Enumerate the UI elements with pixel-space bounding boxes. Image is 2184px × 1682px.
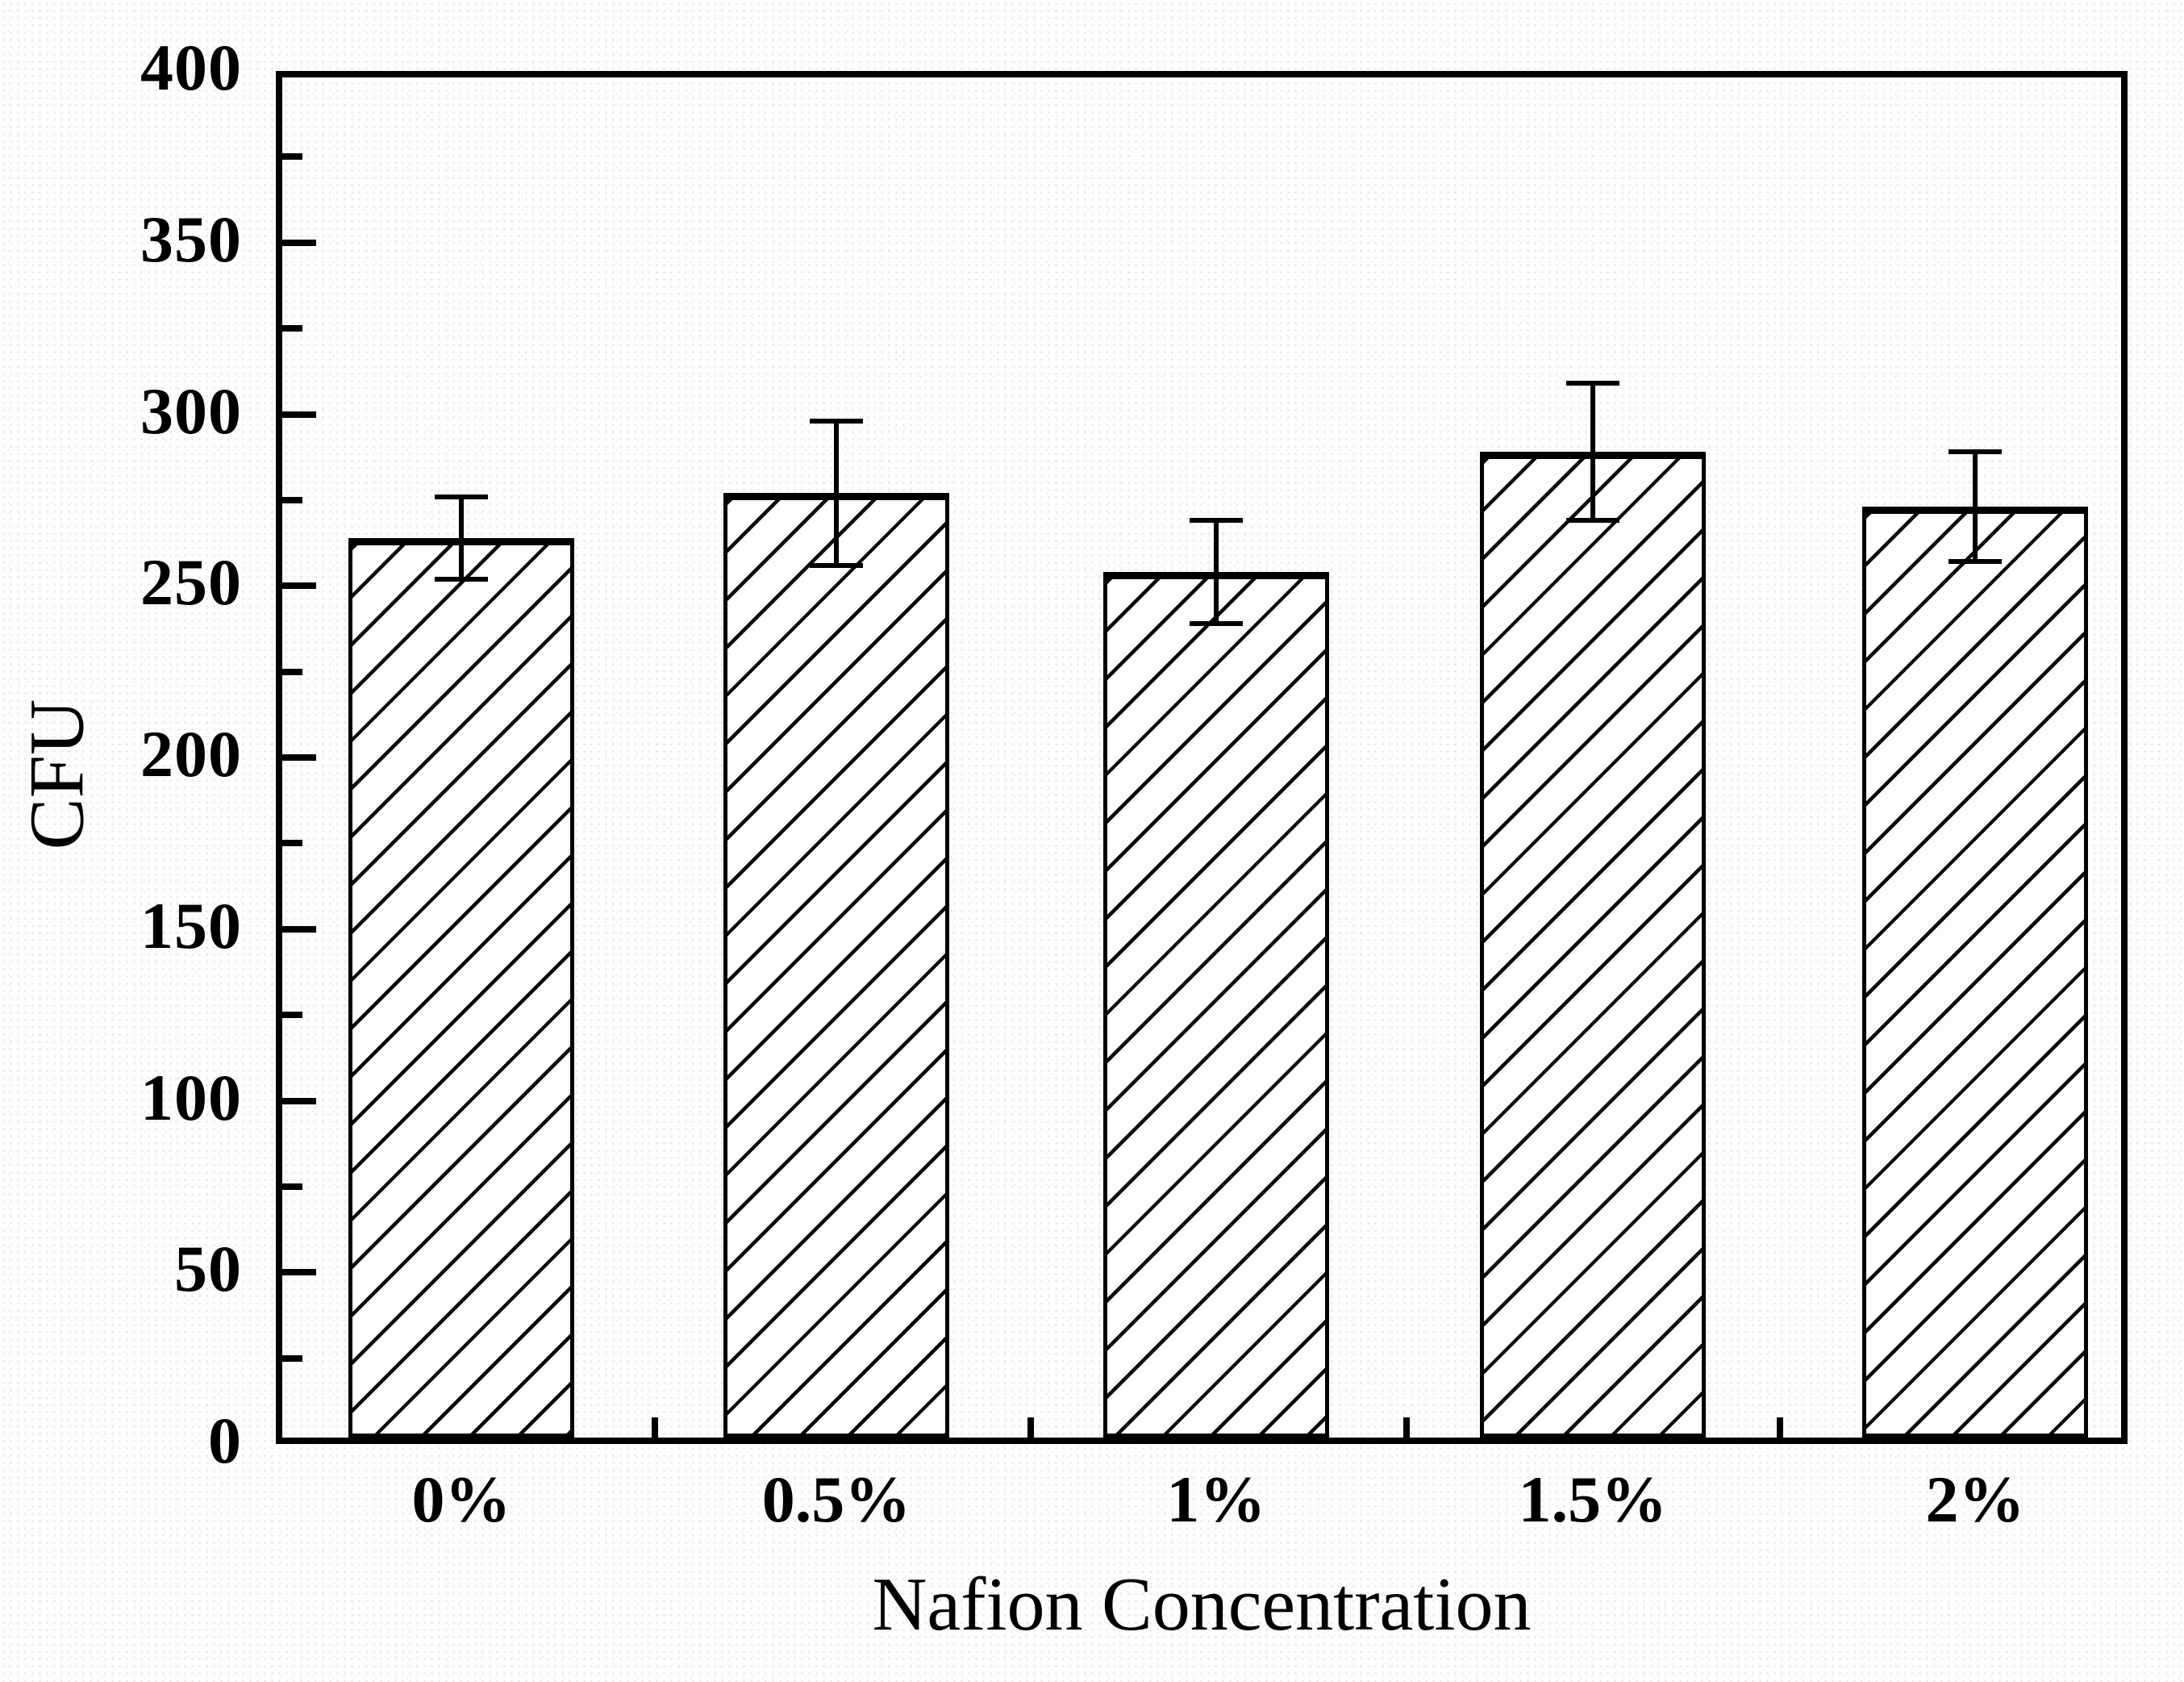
error-cap-top-0.5%: [809, 419, 863, 424]
error-cap-bottom-0.5%: [809, 562, 863, 568]
y-tick-label: 350: [140, 202, 242, 276]
error-cap-top-2%: [1949, 449, 2003, 455]
y-major-tick: [282, 411, 316, 418]
y-minor-tick: [282, 1183, 302, 1190]
y-minor-tick: [282, 325, 302, 332]
y-tick-label: 250: [140, 545, 242, 620]
bar-0%: [348, 537, 575, 1438]
y-minor-tick: [282, 840, 302, 847]
error-bar-0.5%: [833, 421, 839, 566]
y-tick-label: 200: [140, 717, 242, 791]
y-tick-label: 150: [140, 888, 242, 962]
x-minor-tick: [1776, 1417, 1783, 1438]
x-minor-tick: [651, 1417, 658, 1438]
bar-0.5%: [723, 493, 949, 1438]
error-bar-0%: [459, 496, 465, 579]
y-tick-label: 0: [208, 1404, 242, 1478]
error-bar-1.5%: [1590, 383, 1595, 521]
error-cap-bottom-1%: [1189, 621, 1243, 627]
y-axis-title: CFU: [13, 699, 100, 850]
y-minor-tick: [282, 1012, 302, 1019]
x-axis-title: Nafion Concentration: [872, 1563, 1532, 1647]
x-tick-label-1.5%: 1.5%: [1518, 1463, 1668, 1536]
x-tick-label-1%: 1%: [1166, 1463, 1266, 1536]
y-major-tick: [282, 1097, 316, 1104]
y-tick-label: 400: [140, 31, 242, 105]
y-minor-tick: [282, 668, 302, 675]
bar-2%: [1862, 507, 2089, 1438]
error-cap-top-0%: [435, 494, 489, 499]
x-minor-tick: [1027, 1417, 1035, 1438]
y-major-tick: [282, 239, 316, 246]
y-major-tick: [282, 1269, 316, 1276]
y-tick-label: 100: [140, 1060, 242, 1134]
y-major-tick: [282, 754, 316, 761]
x-tick-label-0%: 0%: [411, 1463, 511, 1536]
y-tick-label: 50: [174, 1232, 242, 1306]
error-cap-top-1.5%: [1565, 381, 1619, 386]
error-cap-bottom-1.5%: [1565, 518, 1619, 524]
y-minor-tick: [282, 496, 302, 503]
error-bar-1%: [1213, 520, 1219, 624]
error-cap-top-1%: [1189, 518, 1243, 524]
bar-1.5%: [1479, 452, 1706, 1438]
y-minor-tick: [282, 153, 302, 161]
y-minor-tick: [282, 1354, 302, 1362]
y-major-tick: [282, 925, 316, 933]
error-cap-bottom-0%: [435, 576, 489, 582]
y-tick-label: 300: [140, 374, 242, 448]
error-cap-bottom-2%: [1949, 559, 2003, 565]
bar-1%: [1102, 572, 1329, 1438]
x-tick-label-0.5%: 0.5%: [761, 1463, 911, 1536]
plot-area: [276, 71, 2128, 1444]
y-major-tick: [282, 582, 316, 590]
error-bar-2%: [1973, 452, 1978, 562]
x-minor-tick: [1403, 1417, 1411, 1438]
x-tick-label-2%: 2%: [1925, 1463, 2025, 1536]
